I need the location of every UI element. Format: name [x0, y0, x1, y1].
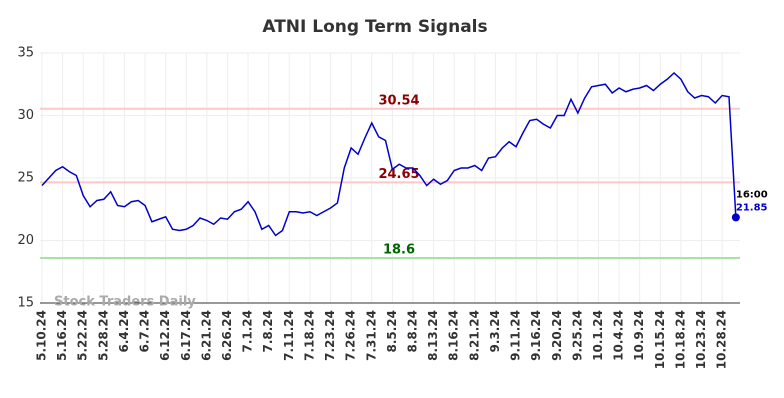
- x-tick-label: 6.7.24: [138, 310, 152, 353]
- last-point: [731, 213, 740, 222]
- x-tick-label: 7.8.24: [261, 310, 275, 353]
- x-tick-label: 5.28.24: [96, 310, 110, 361]
- x-tick-label: 8.5.24: [385, 310, 399, 353]
- x-tick-label: 9.25.24: [570, 310, 584, 361]
- watermark: Stock Traders Daily: [54, 295, 196, 310]
- x-tick-label: 8.21.24: [467, 310, 481, 361]
- x-tick-label: 7.26.24: [344, 310, 358, 361]
- signal-label: 24.65: [378, 167, 419, 182]
- x-tick-label: 7.31.24: [364, 310, 378, 361]
- x-tick-label: 10.15.24: [653, 310, 667, 369]
- x-tick-label: 6.4.24: [117, 310, 131, 353]
- last-time: 16:00: [736, 189, 768, 200]
- x-tick-label: 5.16.24: [55, 310, 69, 361]
- x-tick-label: 7.23.24: [323, 310, 337, 361]
- x-tick-label: 10.4.24: [612, 310, 626, 361]
- x-tick-label: 8.13.24: [426, 310, 440, 361]
- chart-title: ATNI Long Term Signals: [262, 17, 487, 37]
- x-tick-label: 9.16.24: [529, 310, 543, 361]
- signal-label: 18.6: [383, 243, 415, 258]
- x-tick-label: 7.18.24: [302, 310, 316, 361]
- x-tick-label: 5.10.24: [35, 310, 49, 361]
- x-tick-label: 7.1.24: [241, 310, 255, 353]
- signal-label: 30.54: [378, 93, 419, 108]
- x-tick-label: 5.22.24: [76, 310, 90, 361]
- y-tick-label: 20: [17, 233, 34, 248]
- x-tick-label: 10.9.24: [632, 310, 646, 361]
- x-tick-label: 6.26.24: [220, 310, 234, 361]
- x-tick-label: 6.21.24: [199, 310, 213, 361]
- price-line: [41, 71, 737, 237]
- y-tick-label: 25: [17, 171, 34, 186]
- x-tick-label: 9.20.24: [550, 310, 564, 361]
- y-tick-label: 15: [17, 296, 34, 311]
- x-tick-label: 6.12.24: [158, 310, 172, 361]
- y-tick-label: 30: [17, 108, 34, 123]
- x-tick-label: 10.18.24: [673, 310, 687, 369]
- x-tick-label: 10.1.24: [591, 310, 605, 361]
- x-tick-label: 7.11.24: [282, 310, 296, 361]
- x-tick-label: 9.11.24: [509, 310, 523, 361]
- y-tick-label: 35: [17, 46, 34, 61]
- last-value: 21.85: [736, 202, 768, 213]
- x-tick-label: 9.3.24: [488, 310, 502, 353]
- x-tick-label: 10.23.24: [694, 310, 708, 369]
- x-tick-label: 6.17.24: [179, 310, 193, 361]
- x-tick-label: 8.16.24: [447, 310, 461, 361]
- x-tick-label: 10.28.24: [715, 310, 729, 369]
- x-tick-label: 8.8.24: [405, 310, 419, 353]
